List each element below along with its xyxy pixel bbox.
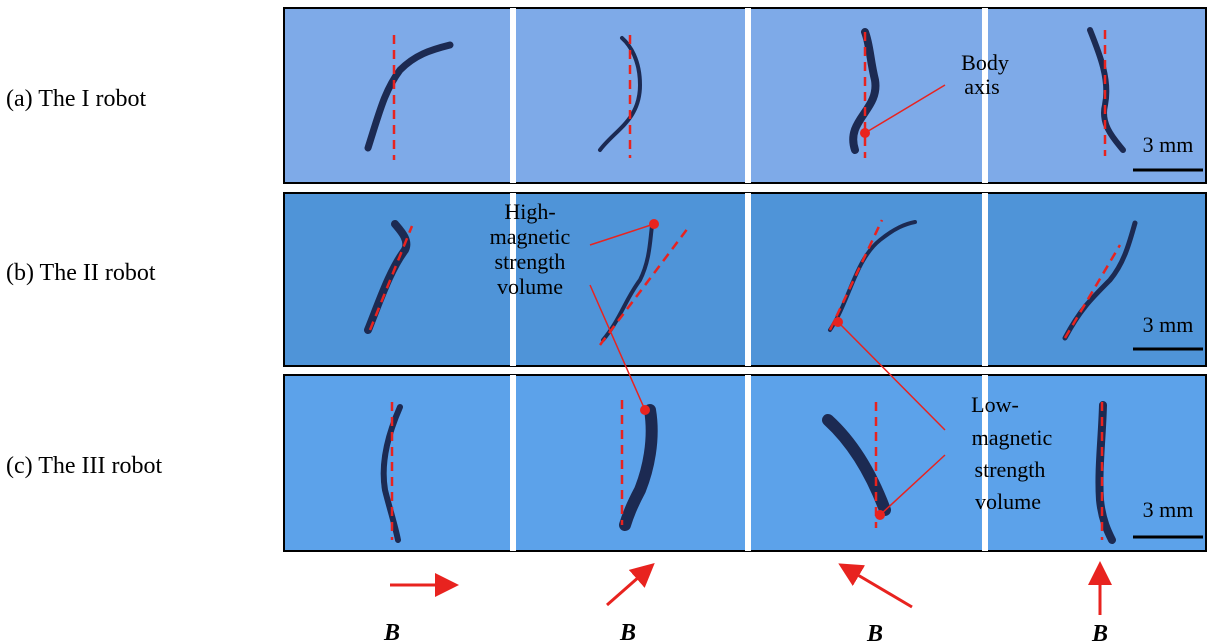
text-line: volume	[975, 489, 1041, 514]
photo-row-b	[283, 192, 1207, 367]
text-line: Body	[961, 50, 1009, 75]
photo-row-a	[283, 7, 1207, 184]
text-line: strength	[495, 249, 566, 274]
annotation: High-magnetic strength volume	[490, 199, 571, 299]
robots	[364, 27, 1138, 544]
text-line: High-	[504, 199, 555, 224]
row-label: (a) The I robot	[6, 86, 147, 112]
row-label: (c) The III robot	[6, 453, 162, 479]
field-label: B	[619, 620, 636, 644]
body-axes	[368, 30, 1122, 540]
scale-label: 3 mm	[1143, 497, 1194, 522]
field-label: B	[383, 620, 400, 644]
annotation: Low-magnetic strength volume	[971, 392, 1052, 514]
text-line: volume	[497, 274, 563, 299]
photo-row-c	[283, 374, 1207, 552]
leaders	[589, 84, 946, 520]
field-arrows	[390, 561, 1112, 615]
scale-label: 3 mm	[1143, 312, 1194, 337]
text-line: axis	[964, 74, 999, 99]
row-label: (b) The II robot	[6, 260, 156, 286]
text-line: Low-	[971, 392, 1019, 417]
text-line: magnetic	[972, 425, 1053, 450]
field-label: B	[1091, 621, 1108, 644]
scale-label: 3 mm	[1143, 132, 1194, 157]
text-line: magnetic	[490, 224, 571, 249]
text-line: strength	[975, 457, 1046, 482]
annotation: Body axis	[961, 50, 1009, 99]
field-label: B	[866, 621, 883, 644]
